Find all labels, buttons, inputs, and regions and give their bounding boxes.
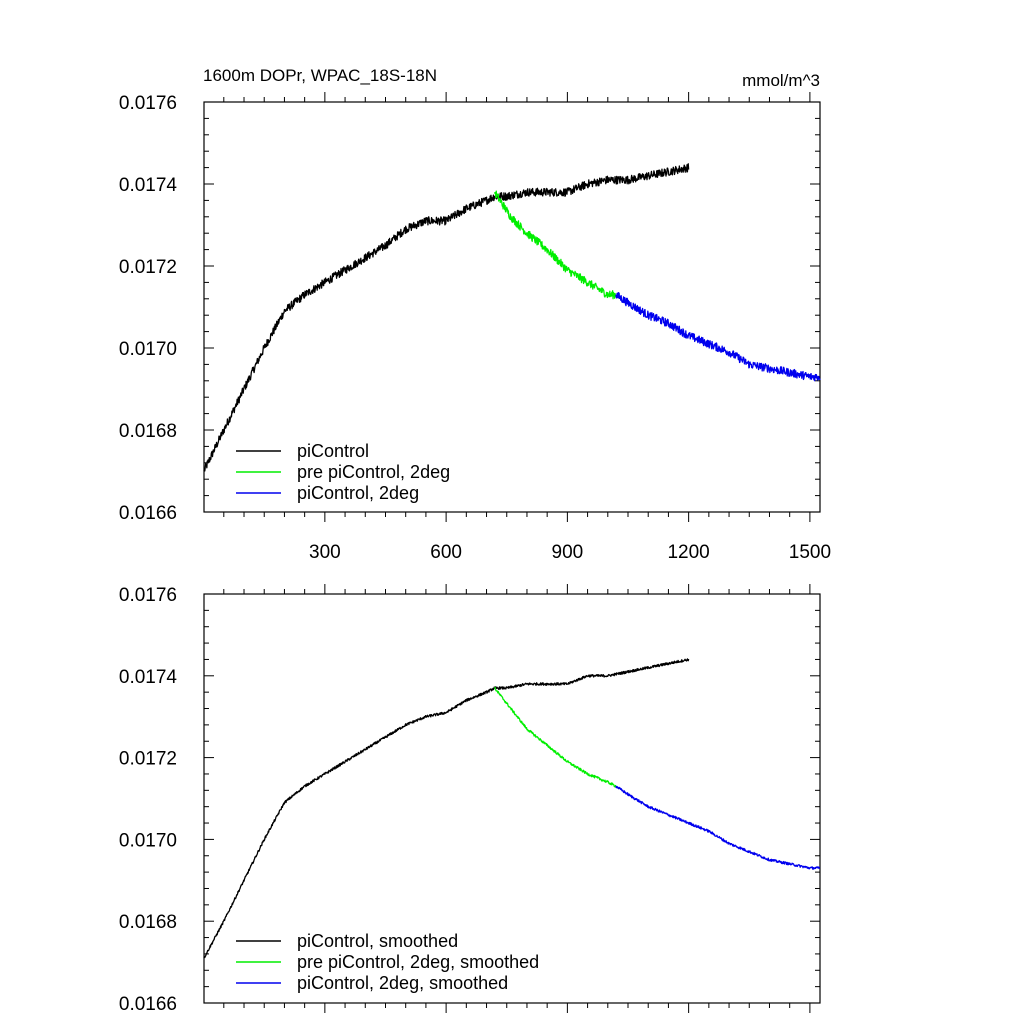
y-tick-label: 0.0168 — [119, 912, 177, 933]
legend-label-twodeg: piControl, 2deg, smoothed — [297, 973, 508, 993]
x-tick-label: 1500 — [789, 542, 831, 563]
series-line-pre — [494, 686, 617, 788]
units-label: mmol/m^3 — [742, 71, 820, 90]
x-tick-label: 300 — [309, 542, 341, 563]
legend-label-pre: pre piControl, 2deg, smoothed — [297, 952, 539, 972]
y-tick-label: 0.0176 — [119, 585, 177, 606]
y-tick-label: 0.0174 — [119, 175, 178, 196]
y-tick-label: 0.0176 — [119, 93, 177, 114]
legend-label-piControl: piControl, smoothed — [297, 931, 458, 951]
y-tick-label: 0.0172 — [119, 257, 177, 278]
x-tick-label: 900 — [552, 542, 584, 563]
series-line-twodeg — [615, 785, 821, 870]
legend-label-pre: pre piControl, 2deg — [297, 462, 450, 482]
series-line-twodeg — [615, 291, 821, 382]
y-tick-label: 0.0166 — [119, 994, 177, 1015]
series-line-pre — [494, 190, 617, 300]
x-tick-label: 1200 — [667, 542, 709, 563]
plot-frame-1 — [203, 101, 821, 513]
y-tick-label: 0.0168 — [119, 421, 177, 442]
legend-label-piControl: piControl — [297, 441, 369, 461]
series-line-piControl — [203, 163, 690, 472]
y-tick-label: 0.0174 — [119, 667, 178, 688]
chart-title: 1600m DOPr, WPAC_18S-18N — [203, 66, 437, 85]
y-tick-label: 0.0170 — [119, 830, 177, 851]
legend-label-twodeg: piControl, 2deg — [297, 483, 419, 503]
plot-frame-2 — [203, 593, 821, 1004]
x-tick-label: 600 — [430, 542, 462, 563]
y-tick-label: 0.0166 — [119, 503, 177, 524]
y-tick-label: 0.0170 — [119, 339, 177, 360]
series-line-piControl — [203, 658, 690, 959]
y-tick-label: 0.0172 — [119, 749, 177, 770]
